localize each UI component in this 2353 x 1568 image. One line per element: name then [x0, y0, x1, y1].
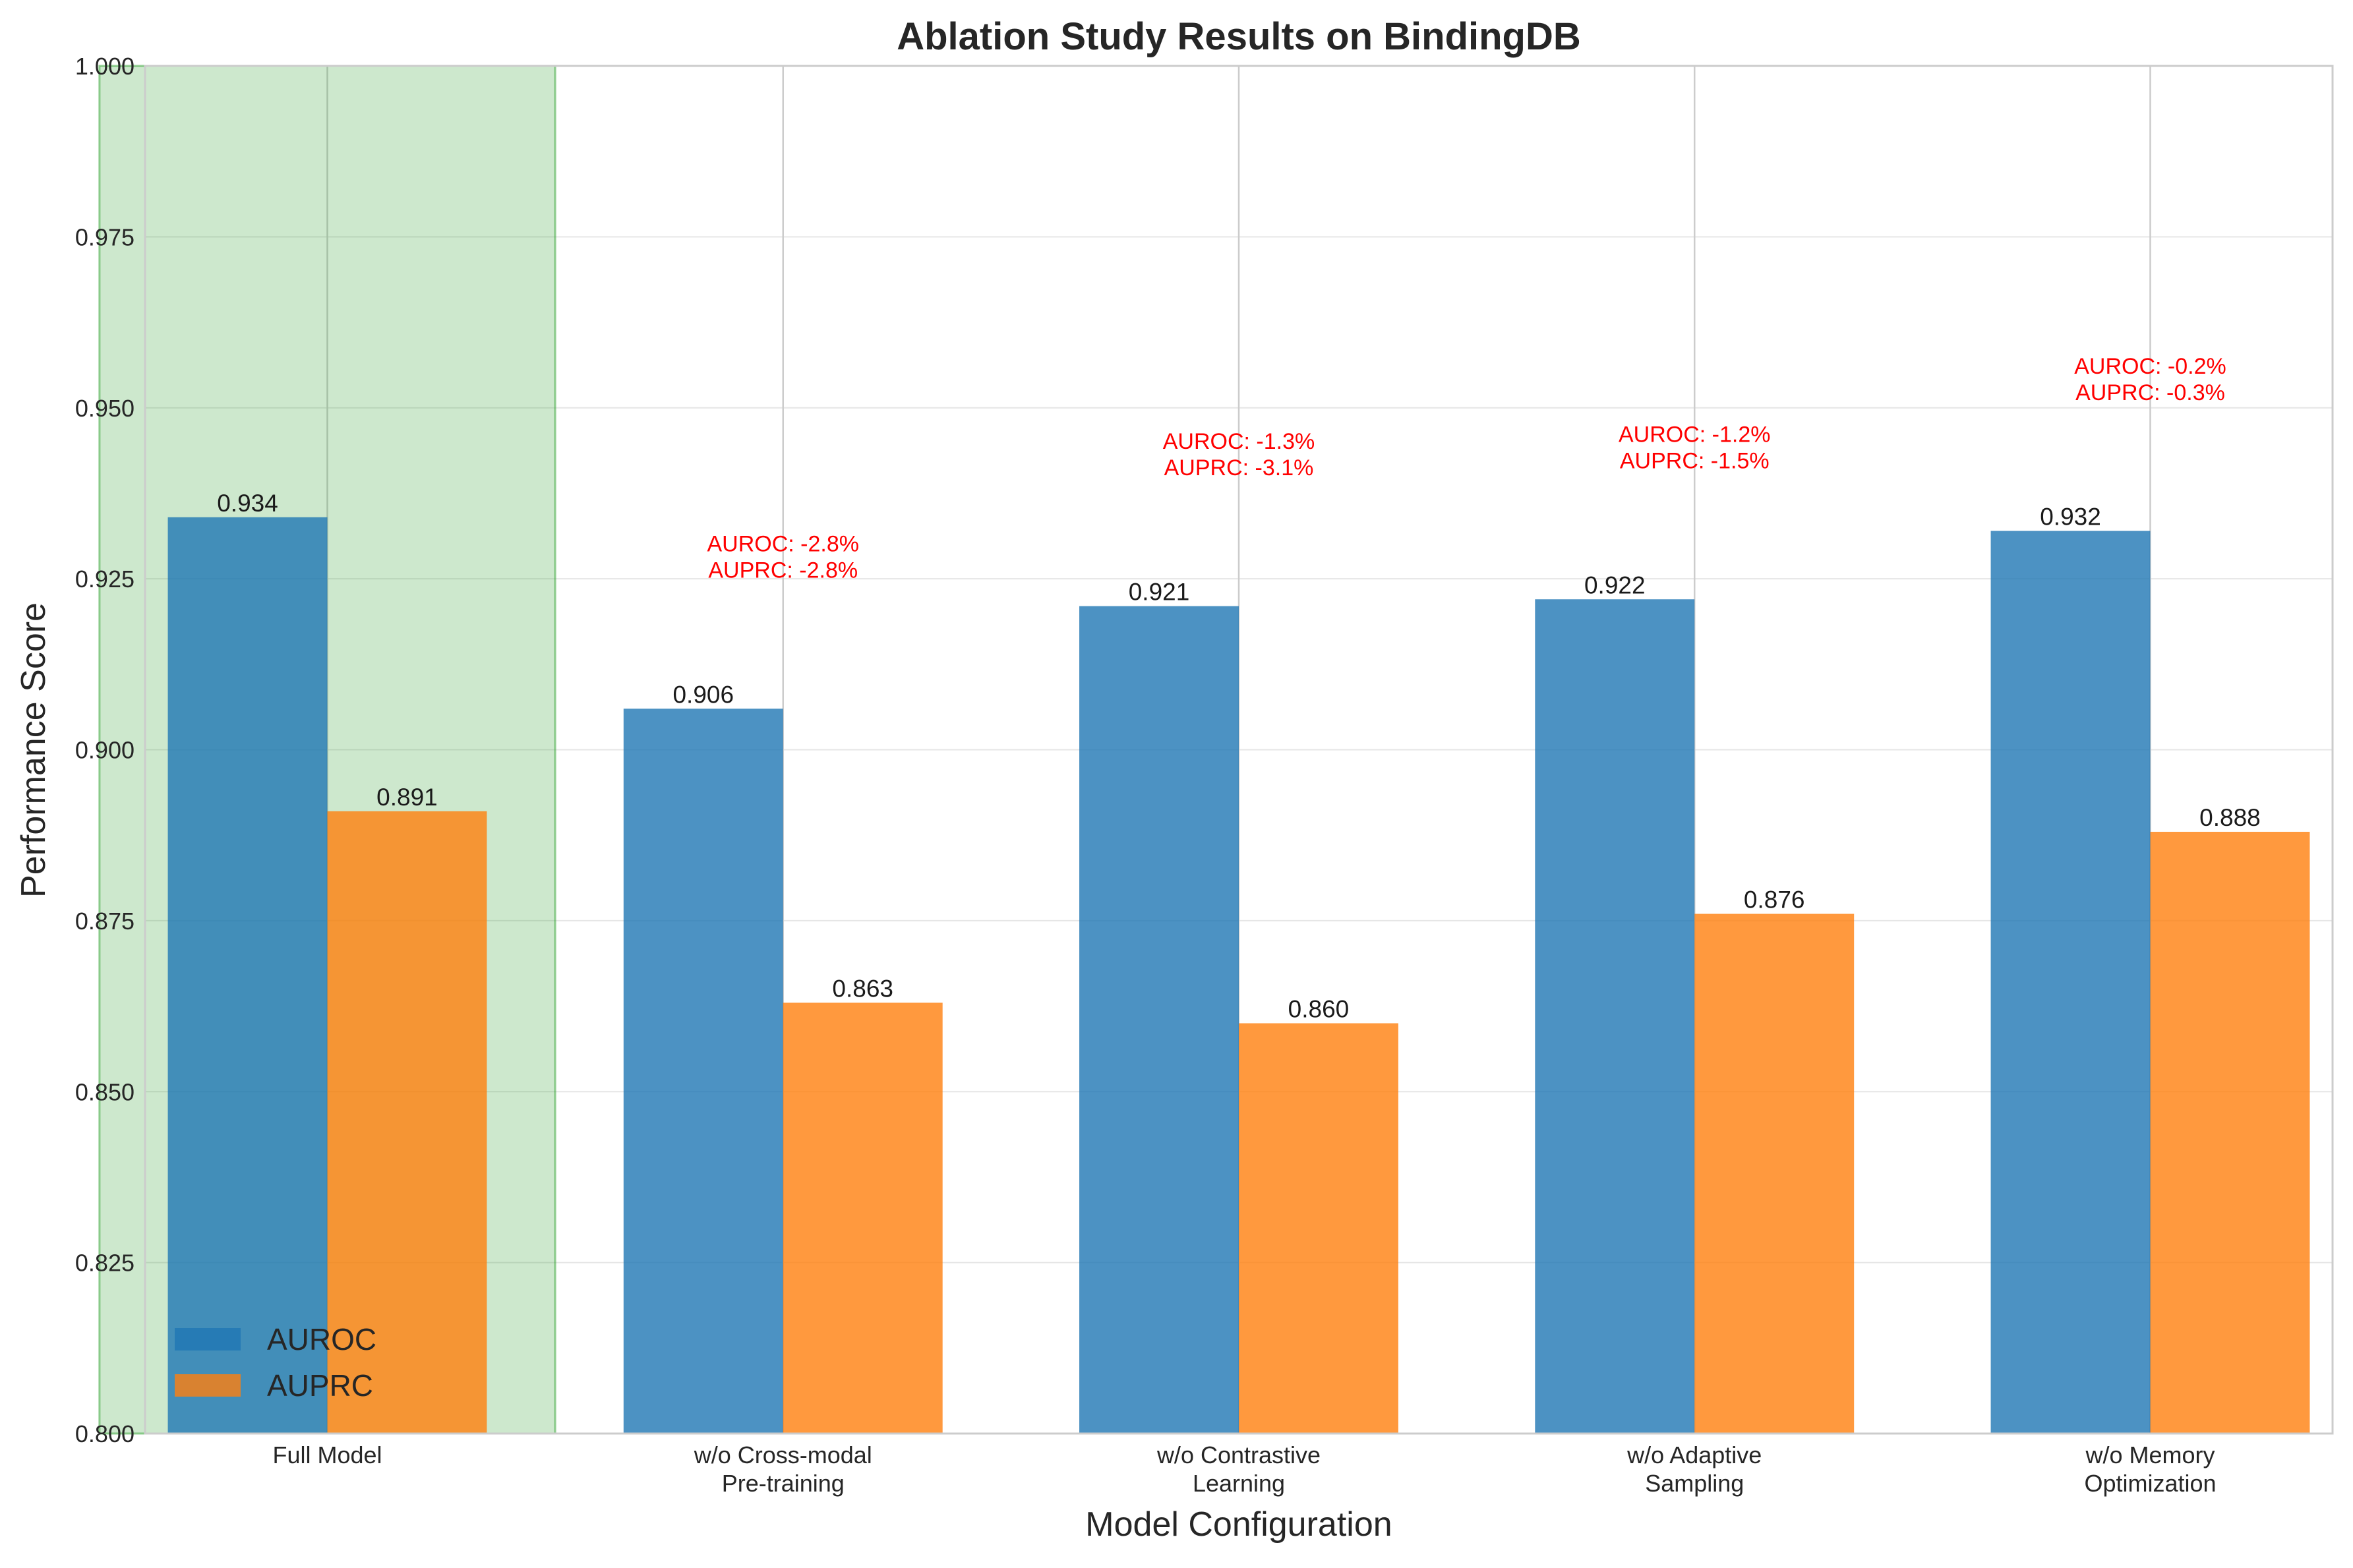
x-tick-line: w/o Adaptive — [1626, 1441, 1762, 1468]
delta-annotation-line: AUROC: -1.3% — [1163, 429, 1315, 454]
auroc-bar — [1535, 599, 1695, 1434]
auprc-bar — [783, 1002, 943, 1434]
bars — [167, 517, 2310, 1434]
x-tick-label: w/o Contrastive Learning — [1156, 1441, 1321, 1497]
auroc-value-label: 0.922 — [1584, 571, 1646, 598]
auroc-bar — [1990, 531, 2151, 1434]
auprc-bar — [1694, 914, 1855, 1434]
delta-annotation-line: AUPRC: -1.5% — [1620, 449, 1770, 474]
delta-annotation: AUROC: -1.3% AUPRC: -3.1% — [1163, 429, 1315, 480]
x-tick-line: w/o Contrastive — [1156, 1441, 1321, 1468]
auprc-value-label: 0.860 — [1288, 996, 1350, 1023]
y-tick-label: 0.850 — [75, 1078, 134, 1105]
y-tick-label: 1.000 — [75, 53, 134, 80]
auroc-legend-label: AUROC — [267, 1322, 376, 1356]
chart-title: Ablation Study Results on BindingDB — [897, 15, 1581, 58]
x-tick-label: Full Model — [272, 1441, 382, 1468]
auprc-legend-label: AUPRC — [267, 1368, 373, 1403]
ticks: 0.800 0.825 0.850 0.875 0.900 0.925 0.950 0.975… — [75, 53, 2217, 1497]
y-tick-label: 0.825 — [75, 1250, 134, 1277]
value-labels: 0.934 0.906 0.921 0.922 0.932 0.891 0.863 0.860… — [217, 490, 2261, 1023]
x-tick-line: Pre-training — [722, 1470, 845, 1497]
y-tick-label: 0.900 — [75, 737, 134, 764]
auroc-legend-swatch — [175, 1328, 241, 1350]
auprc-bar — [327, 811, 487, 1434]
y-tick-label: 0.875 — [75, 908, 134, 935]
x-tick-line: Optimization — [2084, 1470, 2216, 1497]
delta-annotation-line: AUROC: -2.8% — [707, 532, 860, 557]
x-tick-label: w/o Adaptive Sampling — [1626, 1441, 1762, 1497]
delta-annotation-line: AUPRC: -0.3% — [2075, 380, 2225, 405]
auroc-value-label: 0.932 — [2040, 504, 2101, 531]
x-tick-line: w/o Cross-modal — [694, 1441, 872, 1468]
auprc-value-label: 0.888 — [2199, 804, 2261, 831]
delta-annotation-line: AUPRC: -2.8% — [708, 558, 858, 583]
auroc-bar — [623, 709, 783, 1434]
auroc-value-label: 0.921 — [1129, 579, 1190, 606]
auprc-value-label: 0.876 — [1744, 886, 1805, 914]
auprc-value-label: 0.863 — [832, 975, 893, 1002]
delta-annotation-line: AUROC: -1.2% — [1619, 422, 1771, 448]
y-tick-label: 0.950 — [75, 395, 134, 422]
auprc-value-label: 0.891 — [376, 784, 438, 811]
y-tick-label: 0.975 — [75, 223, 134, 250]
y-tick-label: 0.800 — [75, 1420, 134, 1447]
x-axis-label: Model Configuration — [1085, 1505, 1392, 1544]
x-tick-line: Full Model — [272, 1441, 382, 1468]
x-tick-line: Learning — [1193, 1470, 1285, 1497]
auprc-bar — [1239, 1023, 1398, 1434]
x-tick-label: w/o Memory Optimization — [2084, 1441, 2216, 1497]
delta-annotation: AUROC: -1.2% AUPRC: -1.5% — [1619, 422, 1771, 474]
legend: AUROC AUPRC — [175, 1322, 376, 1403]
auprc-legend-swatch — [175, 1374, 241, 1397]
delta-annotation-line: AUROC: -0.2% — [2074, 354, 2226, 379]
y-tick-label: 0.925 — [75, 566, 134, 593]
auroc-bar — [167, 517, 328, 1434]
x-tick-label: w/o Cross-modal Pre-training — [694, 1441, 872, 1497]
y-axis-label: Performance Score — [15, 602, 53, 898]
x-tick-line: Sampling — [1645, 1470, 1744, 1497]
x-tick-line: w/o Memory — [2085, 1441, 2215, 1468]
annotations: AUROC: -2.8% AUPRC: -2.8%AUROC: -1.3% AUPR… — [707, 354, 2226, 583]
auroc-value-label: 0.906 — [672, 681, 734, 708]
auroc-bar — [1079, 606, 1239, 1434]
delta-annotation-line: AUPRC: -3.1% — [1164, 455, 1314, 480]
auroc-value-label: 0.934 — [217, 490, 278, 517]
delta-annotation: AUROC: -2.8% AUPRC: -2.8% — [707, 532, 860, 583]
delta-annotation: AUROC: -0.2% AUPRC: -0.3% — [2074, 354, 2226, 405]
plot-frame — [144, 65, 2334, 1435]
auprc-bar — [2150, 832, 2310, 1434]
